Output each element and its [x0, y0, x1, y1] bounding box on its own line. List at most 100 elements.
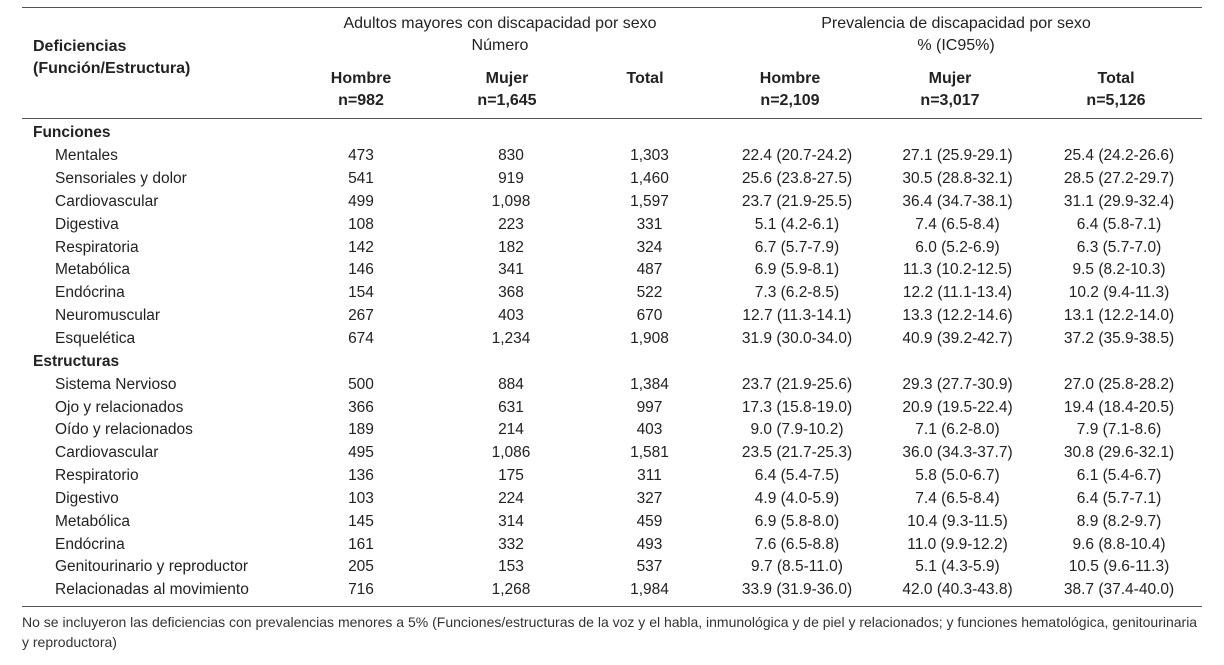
row-label: Relacionadas al movimiento [55, 581, 249, 599]
table-cell: 6.0 (5.2-6.9) [915, 238, 1000, 256]
row-header-label: Deficiencias [33, 38, 127, 55]
table-cell: 1,098 [491, 192, 531, 210]
table-cell: 11.3 (10.2-12.5) [902, 261, 1013, 279]
table-row: Sensoriales y dolor 541 919 1,460 25.6 (23.8… [22, 168, 1202, 191]
table-cell: 499 [348, 192, 374, 210]
table-cell: 1,384 [630, 375, 669, 393]
column-header-label: Mujer [485, 70, 529, 87]
table-cell: 631 [498, 398, 524, 416]
table-row: Genitourinario y reproductor 205 153 537 9.7… [22, 556, 1202, 579]
table-cell: 25.4 (24.2-26.6) [1063, 147, 1175, 165]
table-cell: 5.1 (4.2-6.1) [754, 215, 840, 233]
group-header-prevalence-title: Prevalencia de discapacidad por sexo [821, 15, 1091, 32]
table-row: Digestivo 103 224 327 4.9 (4.0-5.9) 7.4 (6.5-… [22, 488, 1202, 511]
table-cell: 11.0 (9.9-12.2) [907, 535, 1008, 553]
table-cell: 332 [498, 535, 524, 553]
table-cell: 7.1 (6.2-8.0) [915, 421, 1000, 439]
table-cell: 670 [636, 307, 663, 325]
table-cell: 36.4 (34.7-38.1) [902, 192, 1013, 210]
table-cell: 403 [498, 307, 524, 325]
table-cell: 19.4 (18.4-20.5) [1063, 398, 1175, 416]
column-header-mujer-count: Mujer n=1,645 [427, 68, 587, 112]
group-header-prevalence: Prevalencia de discapacidad por sexo % (… [756, 13, 1156, 57]
table-cell: 327 [636, 489, 663, 507]
table-cell: 7.3 (6.2-8.5) [754, 284, 840, 302]
column-header-total-prev: Total n=5,126 [1036, 68, 1196, 112]
table-cell: 1,984 [630, 581, 669, 599]
table-cell: 153 [498, 558, 524, 576]
table-cell: 29.3 (27.7-30.9) [902, 375, 1013, 393]
table-cell: 541 [348, 170, 374, 188]
row-label: Mentales [55, 147, 118, 165]
table-cell: 22.4 (20.7-24.2) [741, 147, 853, 165]
table-cell: 30.5 (28.8-32.1) [902, 170, 1013, 188]
table-cell: 27.0 (25.8-28.2) [1063, 375, 1175, 393]
table-cell: 161 [348, 535, 374, 553]
table-cell: 4.9 (4.0-5.9) [754, 489, 840, 507]
table-cell: 884 [498, 375, 524, 393]
table-cell: 108 [348, 215, 374, 233]
row-label: Sistema Nervioso [55, 375, 177, 393]
top-rule [22, 7, 1202, 8]
table-cell: 25.6 (23.8-27.5) [741, 170, 853, 188]
table-cell: 6.9 (5.8-8.0) [754, 512, 840, 530]
table-cell: 473 [348, 147, 374, 165]
row-label: Digestiva [55, 215, 119, 233]
bottom-rule [22, 606, 1202, 607]
table-cell: 495 [348, 444, 374, 462]
table-cell: 331 [636, 215, 663, 233]
table-cell: 28.5 (27.2-29.7) [1063, 170, 1175, 188]
group-header-count-title: Adultos mayores con discapacidad por sex… [343, 15, 657, 32]
column-header-n: n=5,126 [1086, 92, 1146, 109]
table-cell: 154 [348, 284, 374, 302]
table-cell: 12.7 (11.3-14.1) [742, 307, 852, 325]
table-cell: 10.5 (9.6-11.3) [1068, 558, 1170, 576]
table-cell: 13.1 (12.2-14.0) [1063, 307, 1175, 325]
column-header-label: Mujer [928, 70, 972, 87]
row-label: Respiratoria [55, 238, 139, 256]
table-cell: 175 [498, 467, 524, 485]
table-cell: 31.1 (29.9-32.4) [1063, 192, 1175, 210]
table-cell: 919 [498, 170, 524, 188]
table-cell: 189 [348, 421, 374, 439]
table-cell: 716 [348, 581, 374, 599]
table-cell: 830 [498, 147, 524, 165]
section-row: Funciones [22, 122, 1202, 145]
table-cell: 36.0 (34.3-37.7) [902, 444, 1013, 462]
column-header-label: Total [626, 70, 664, 87]
column-header-label: Total [1097, 70, 1135, 87]
table-cell: 146 [348, 261, 374, 279]
table-cell: 1,303 [630, 147, 669, 165]
table-cell: 487 [636, 261, 663, 279]
table-cell: 267 [348, 307, 374, 325]
table-row: Cardiovascular 495 1,086 1,581 23.5 (21.7-25… [22, 442, 1202, 465]
table-cell: 403 [636, 421, 663, 439]
table-cell: 33.9 (31.9-36.0) [741, 581, 853, 599]
table-cell: 5.1 (4.3-5.9) [915, 558, 1000, 576]
table-cell: 10.2 (9.4-11.3) [1068, 284, 1170, 302]
table-cell: 1,460 [630, 170, 669, 188]
table-cell: 142 [348, 238, 374, 256]
footnote: No se incluyeron las deficiencias con pr… [22, 614, 1198, 650]
row-label: Respiratorio [55, 467, 139, 485]
table-cell: 997 [636, 398, 663, 416]
row-header-sublabel: (Función/Estructura) [33, 60, 191, 77]
table-cell: 6.4 (5.8-7.1) [1076, 215, 1162, 233]
section-title: Estructuras [33, 352, 120, 370]
table-row: Respiratorio 136 175 311 6.4 (5.4-7.5) 5.8 (5… [22, 465, 1202, 488]
table-cell: 1,597 [630, 192, 669, 210]
table-cell: 31.9 (30.0-34.0) [741, 330, 853, 348]
table-row: Metabólica 146 341 487 6.9 (5.9-8.1) 11.3 (10… [22, 259, 1202, 282]
table-cell: 23.5 (21.7-25.3) [741, 444, 853, 462]
table-cell: 6.4 (5.4-7.5) [754, 467, 840, 485]
column-header-total-count: Total [565, 68, 725, 90]
group-header-count: Adultos mayores con discapacidad por sex… [300, 13, 700, 57]
column-header-n: n=1,645 [477, 92, 537, 109]
table-cell: 38.7 (37.4-40.0) [1063, 581, 1175, 599]
section-row: Estructuras [22, 350, 1202, 373]
table-cell: 37.2 (35.9-38.5) [1063, 330, 1175, 348]
row-label: Metabólica [55, 512, 130, 530]
table-cell: 223 [498, 215, 524, 233]
table-cell: 23.7 (21.9-25.5) [741, 192, 853, 210]
